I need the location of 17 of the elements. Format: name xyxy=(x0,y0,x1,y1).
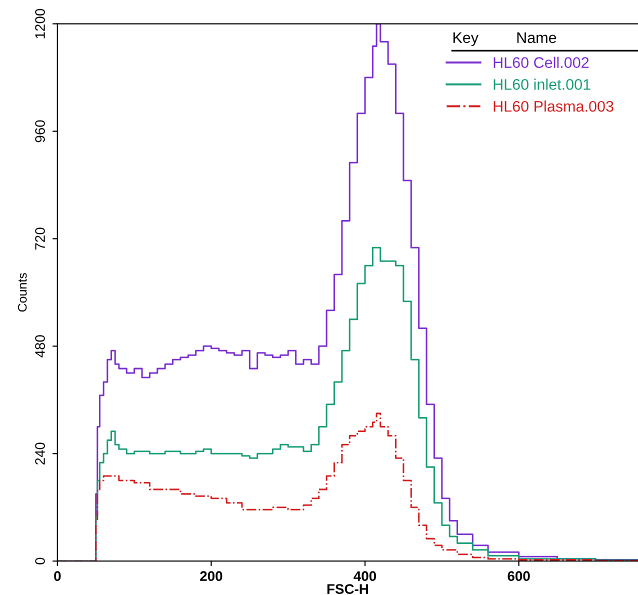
x-axis-title: FSC-H xyxy=(327,584,368,594)
y-tick-label: 240 xyxy=(35,442,45,465)
x-tick-label: 600 xyxy=(508,571,530,582)
y-tick-label: 960 xyxy=(35,120,45,142)
y-tick-label: 720 xyxy=(35,228,45,250)
legend-label: HL60 inlet.001 xyxy=(494,78,590,90)
legend-title: Key xyxy=(453,32,479,46)
annotation: Name xyxy=(517,32,556,44)
x-tick-label: 200 xyxy=(200,571,222,582)
y-tick-label: 0 xyxy=(35,558,45,564)
x-tick-label: 400 xyxy=(354,571,376,582)
legend-label: HL60 Plasma.003 xyxy=(494,100,614,112)
y-tick-label: 480 xyxy=(35,335,45,358)
x-tick-label: 0 xyxy=(54,571,61,582)
y-tick-label: 1200 xyxy=(35,8,45,38)
y-axis-title: Counts xyxy=(18,273,27,312)
legend-label: HL60 Cell.002 xyxy=(494,56,589,68)
